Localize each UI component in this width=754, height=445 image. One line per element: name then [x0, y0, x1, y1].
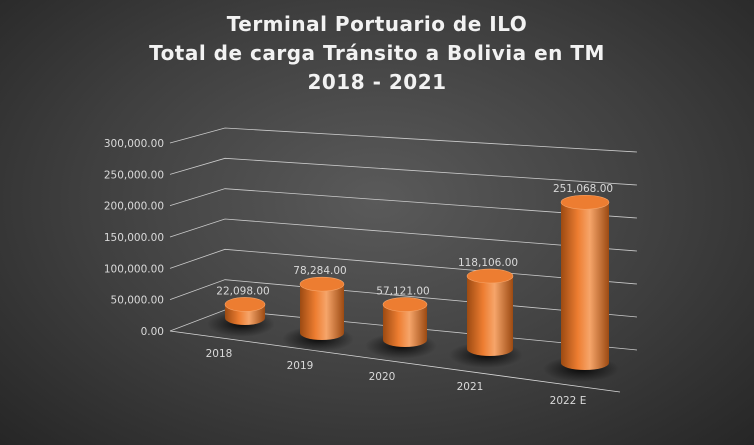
gridline	[169, 188, 638, 219]
data-label: 118,106.00	[458, 257, 518, 269]
bar	[365, 297, 437, 359]
chart-title: Terminal Portuario de ILO Total de carga…	[0, 10, 754, 97]
data-label: 22,098.00	[216, 285, 269, 297]
bar-body	[561, 202, 609, 370]
y-tick-label: 100,000.00	[104, 263, 164, 275]
y-tick-label: 300,000.00	[104, 138, 164, 150]
x-tick-label: 2022 E	[550, 395, 587, 407]
bar-top	[560, 194, 610, 210]
bar-body	[467, 276, 513, 356]
data-label: 78,284.00	[293, 265, 346, 277]
gridline	[169, 127, 638, 153]
bar-top	[466, 268, 514, 284]
bar-top	[299, 276, 345, 292]
bar-top	[382, 297, 428, 312]
chart-title-line-2: Total de carga Tránsito a Bolivia en TM	[149, 41, 605, 65]
y-tick-label: 200,000.00	[104, 201, 164, 213]
y-tick-label: 150,000.00	[104, 232, 164, 244]
bar	[543, 194, 619, 382]
bar-body	[383, 304, 427, 347]
bar-body	[300, 284, 344, 340]
x-tick-label: 2018	[206, 348, 233, 360]
floor-front-edge	[169, 330, 621, 393]
y-tick-label: 0.00	[141, 326, 164, 338]
gridline	[169, 218, 638, 252]
gridline	[169, 157, 638, 186]
x-tick-label: 2019	[287, 360, 314, 372]
chart-title-line-1: Terminal Portuario de ILO	[226, 12, 528, 36]
chart-title-line-3: 2018 - 2021	[307, 70, 447, 94]
bar-top	[224, 297, 266, 312]
bars: 22,098.00 2018 78,284.00 2019 57,121.00 2020 1…	[206, 183, 619, 407]
x-tick-label: 2021	[457, 381, 484, 393]
y-tick-label: 50,000.00	[111, 295, 164, 307]
data-label: 57,121.00	[376, 286, 429, 298]
x-tick-label: 2020	[369, 371, 396, 383]
data-label: 251,068.00	[553, 183, 613, 195]
bar	[449, 268, 523, 368]
y-tick-label: 250,000.00	[104, 169, 164, 181]
bar	[282, 276, 354, 352]
bar	[207, 297, 275, 337]
